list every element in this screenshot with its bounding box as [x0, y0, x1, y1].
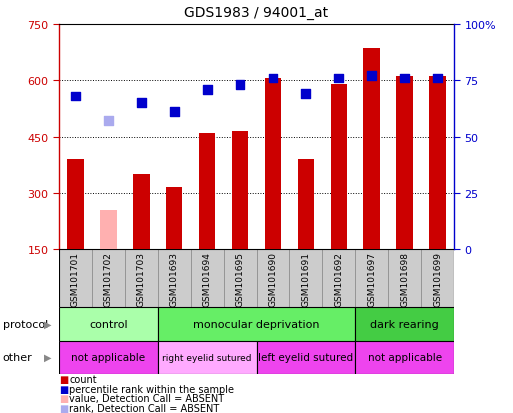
Bar	[92, 250, 125, 308]
Text: ■: ■	[59, 393, 68, 403]
Bar	[256, 341, 355, 374]
Text: GSM101697: GSM101697	[367, 252, 376, 306]
Point	[269, 76, 277, 82]
Text: count: count	[69, 374, 97, 384]
Bar	[429, 77, 446, 250]
Point	[236, 82, 244, 89]
Bar	[133, 175, 149, 250]
Point	[334, 76, 343, 82]
Bar	[355, 250, 388, 308]
Text: not applicable: not applicable	[368, 352, 442, 362]
Bar	[158, 250, 191, 308]
Text: GSM101694: GSM101694	[203, 252, 212, 306]
Text: ■: ■	[59, 384, 68, 394]
Point	[401, 76, 409, 82]
Text: GSM101701: GSM101701	[71, 252, 80, 306]
Text: GSM101691: GSM101691	[301, 252, 310, 306]
Text: GSM101695: GSM101695	[235, 252, 245, 306]
Bar	[421, 250, 454, 308]
Title: GDS1983 / 94001_at: GDS1983 / 94001_at	[185, 6, 328, 19]
Text: GSM101699: GSM101699	[433, 252, 442, 306]
Point	[170, 109, 179, 116]
Bar	[199, 133, 215, 250]
Text: GSM101693: GSM101693	[170, 252, 179, 306]
Bar	[191, 250, 224, 308]
Bar	[256, 250, 289, 308]
Text: percentile rank within the sample: percentile rank within the sample	[69, 384, 234, 394]
Text: rank, Detection Call = ABSENT: rank, Detection Call = ABSENT	[69, 403, 220, 413]
Bar	[224, 250, 256, 308]
Text: right eyelid sutured: right eyelid sutured	[163, 353, 252, 362]
Text: other: other	[3, 352, 32, 362]
Bar	[67, 160, 84, 250]
Text: value, Detection Call = ABSENT: value, Detection Call = ABSENT	[69, 393, 224, 403]
Text: ■: ■	[59, 374, 68, 384]
Point	[368, 73, 376, 80]
Bar	[298, 160, 314, 250]
Bar	[232, 132, 248, 250]
Point	[137, 100, 145, 107]
Point	[302, 91, 310, 98]
Text: ▶: ▶	[44, 352, 51, 362]
Text: monocular deprivation: monocular deprivation	[193, 319, 320, 329]
Bar	[100, 211, 116, 250]
Text: dark rearing: dark rearing	[370, 319, 439, 329]
Point	[71, 93, 80, 100]
Bar	[265, 79, 281, 250]
Point	[433, 76, 442, 82]
Point	[104, 118, 112, 125]
Text: left eyelid sutured: left eyelid sutured	[259, 352, 353, 362]
Text: GSM101692: GSM101692	[334, 252, 343, 306]
Bar	[364, 49, 380, 250]
Text: ▶: ▶	[44, 319, 51, 329]
Bar	[166, 188, 183, 250]
Bar	[158, 341, 256, 374]
Bar	[322, 250, 355, 308]
Bar	[397, 77, 413, 250]
Bar	[158, 308, 355, 341]
Text: control: control	[89, 319, 128, 329]
Bar	[388, 250, 421, 308]
Text: protocol: protocol	[3, 319, 48, 329]
Text: GSM101690: GSM101690	[268, 252, 278, 306]
Text: ■: ■	[59, 403, 68, 413]
Text: not applicable: not applicable	[71, 352, 145, 362]
Bar	[59, 308, 158, 341]
Bar	[125, 250, 158, 308]
Bar	[59, 250, 92, 308]
Bar	[355, 308, 454, 341]
Text: GSM101703: GSM101703	[137, 252, 146, 306]
Bar	[59, 341, 158, 374]
Point	[203, 87, 211, 93]
Bar	[330, 85, 347, 250]
Bar	[355, 341, 454, 374]
Text: GSM101698: GSM101698	[400, 252, 409, 306]
Text: GSM101702: GSM101702	[104, 252, 113, 306]
Bar	[289, 250, 322, 308]
